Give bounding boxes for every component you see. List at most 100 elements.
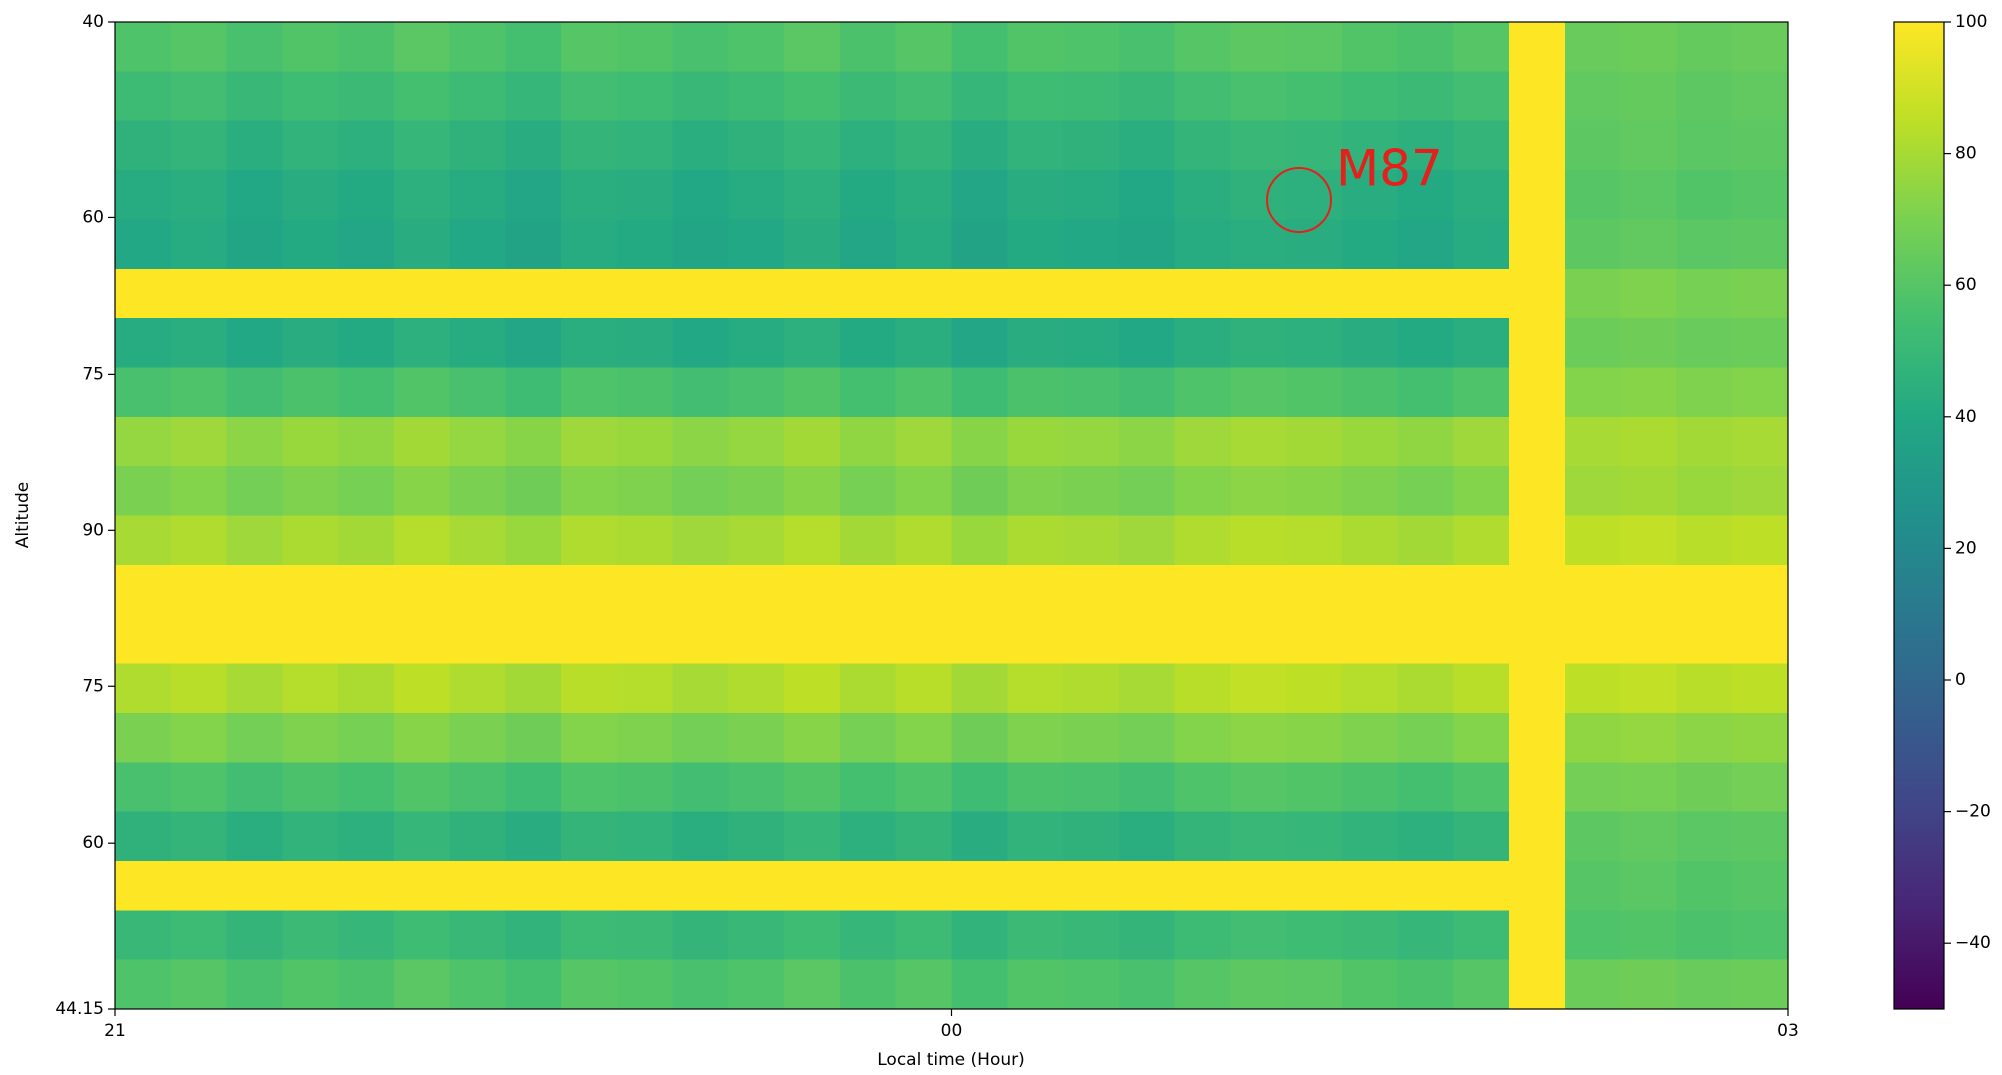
heatmap-cell — [1174, 910, 1231, 961]
heatmap-cell — [115, 860, 172, 911]
heatmap-cell — [1341, 564, 1399, 615]
heatmap-cell — [1286, 910, 1343, 961]
heatmap-cell — [1341, 910, 1399, 961]
heatmap-cell — [449, 170, 506, 220]
heatmap-cell — [449, 860, 506, 911]
heatmap-cell — [338, 614, 395, 665]
heatmap-cell — [839, 811, 897, 862]
heatmap-cell — [1732, 663, 1789, 714]
heatmap-cell — [1286, 614, 1343, 665]
heatmap-cell — [338, 22, 395, 72]
heatmap-cell — [1676, 860, 1733, 911]
heatmap-cell — [672, 663, 730, 714]
heatmap-cell — [1063, 71, 1120, 122]
heatmap-cell — [1397, 268, 1454, 319]
heatmap-cell — [1509, 860, 1566, 911]
heatmap-cell — [393, 663, 451, 714]
heatmap-cell — [1063, 564, 1120, 615]
heatmap-cell — [728, 170, 785, 220]
colorbar-tick-label: 40 — [1955, 407, 1977, 427]
heatmap-cell — [226, 268, 283, 319]
heatmap-cell — [1732, 268, 1789, 319]
heatmap-cell — [1676, 318, 1733, 369]
heatmap-cell — [1230, 22, 1287, 72]
heatmap-cell — [616, 71, 674, 122]
heatmap-cell — [1118, 762, 1176, 813]
heatmap-cell — [282, 416, 339, 467]
heatmap-cell — [1453, 959, 1510, 1010]
heatmap-cell — [1509, 219, 1566, 270]
heatmap-cell — [1286, 762, 1343, 813]
heatmap-cell — [226, 564, 283, 615]
heatmap-cell — [282, 564, 339, 615]
heatmap-cell — [1007, 811, 1064, 862]
heatmap-cell — [1007, 71, 1064, 122]
heatmap-cell — [1341, 614, 1399, 665]
heatmap-cell — [1007, 416, 1064, 467]
heatmap-cell — [505, 466, 562, 517]
heatmap-cell — [1620, 318, 1678, 369]
heatmap-cell — [1007, 910, 1064, 961]
heatmap-cell — [561, 712, 618, 763]
heatmap-cell — [1732, 811, 1789, 862]
y-tick-label: 75 — [82, 364, 104, 384]
colorbar — [1893, 21, 1945, 1010]
heatmap-cell — [1118, 910, 1176, 961]
heatmap-cell — [895, 811, 953, 862]
heatmap-cell — [505, 564, 562, 615]
heatmap-cell — [1118, 614, 1176, 665]
heatmap-cell — [728, 268, 785, 319]
heatmap-cell — [1676, 367, 1733, 418]
heatmap-cell — [115, 564, 172, 615]
heatmap-cell — [282, 663, 339, 714]
heatmap-cell — [561, 811, 618, 862]
heatmap-cell — [1620, 910, 1678, 961]
heatmap-cell — [1286, 466, 1343, 517]
heatmap-cell — [561, 860, 618, 911]
heatmap-cell — [226, 22, 283, 72]
heatmap-cell — [1676, 416, 1733, 467]
heatmap-cell — [1620, 22, 1678, 72]
heatmap-cell — [282, 762, 339, 813]
x-axis-label: Local time (Hour) — [877, 1050, 1025, 1070]
heatmap-cell — [170, 416, 228, 467]
heatmap-cell — [1174, 811, 1231, 862]
heatmap-cell — [170, 22, 228, 72]
heatmap-cell — [1397, 416, 1454, 467]
y-tick-label: 44.15 — [55, 999, 104, 1019]
heatmap-cell — [784, 959, 841, 1010]
heatmap-cell — [672, 170, 730, 220]
heatmap-cell — [895, 663, 953, 714]
heatmap-cell — [505, 860, 562, 911]
heatmap-cell — [1732, 416, 1789, 467]
heatmap-cell — [784, 860, 841, 911]
heatmap-cell — [1453, 663, 1510, 714]
heatmap-cell — [672, 466, 730, 517]
heatmap-cell — [1732, 170, 1789, 220]
heatmap-cell — [1341, 120, 1399, 171]
heatmap-cell — [170, 910, 228, 961]
heatmap-cell — [226, 959, 283, 1010]
heatmap-cell — [1007, 22, 1064, 72]
heatmap-cell — [1118, 367, 1176, 418]
heatmap-cell — [1118, 466, 1176, 517]
heatmap-cell — [784, 219, 841, 270]
heatmap-cell — [170, 219, 228, 270]
heatmap-cell — [1397, 318, 1454, 369]
heatmap-cell — [839, 860, 897, 911]
heatmap-cell — [672, 515, 730, 566]
heatmap-cell — [1453, 712, 1510, 763]
heatmap-cell — [1509, 120, 1566, 171]
heatmap-cell — [784, 22, 841, 72]
heatmap-cell — [1509, 910, 1566, 961]
heatmap-cell — [895, 219, 953, 270]
heatmap-cell — [338, 219, 395, 270]
heatmap-cell — [1341, 860, 1399, 911]
heatmap-cell — [226, 614, 283, 665]
heatmap-cell — [505, 268, 562, 319]
heatmap-cell — [839, 663, 897, 714]
heatmap-cell — [1174, 22, 1231, 72]
heatmap-cell — [393, 170, 451, 220]
heatmap-cell — [1620, 466, 1678, 517]
y-tick-label: 60 — [82, 833, 104, 853]
